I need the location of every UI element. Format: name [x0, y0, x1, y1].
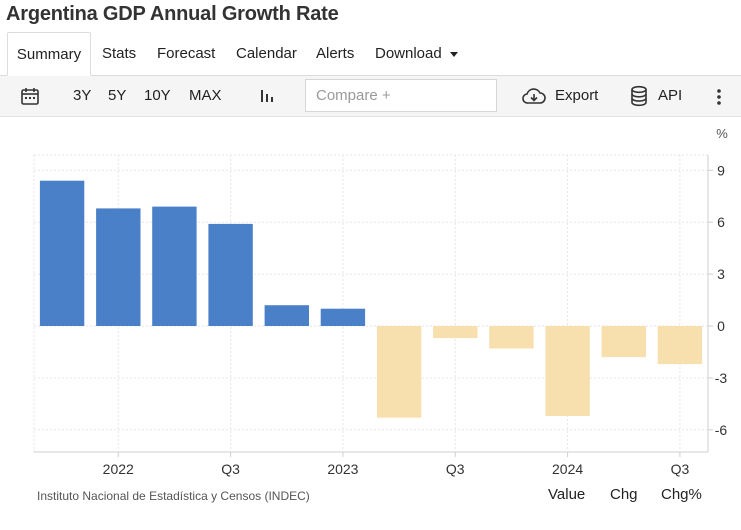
bar-2024-q1[interactable]: [545, 326, 590, 416]
y-tick-label: 3: [717, 266, 725, 282]
tab-download[interactable]: Download: [375, 32, 458, 75]
caret-down-icon: [449, 51, 458, 57]
source-label: Instituto Nacional de Estadística y Cens…: [37, 489, 310, 503]
x-tick-label: 2024: [552, 461, 583, 477]
y-tick-label: 0: [717, 318, 725, 334]
x-tick-label: Q3: [446, 461, 465, 477]
more-vertical-icon[interactable]: [716, 88, 722, 106]
range-10y-button[interactable]: 10Y: [144, 87, 171, 104]
range-3y-button[interactable]: 3Y: [73, 87, 92, 104]
y-tick-label: -6: [715, 422, 728, 438]
chart-toolbar: 3Y 5Y 10Y MAX Export API: [0, 76, 741, 117]
range-max-button[interactable]: MAX: [189, 87, 222, 104]
bar-2022-q2[interactable]: [152, 206, 197, 326]
x-tick-label: 2022: [103, 461, 134, 477]
tab-alerts[interactable]: Alerts: [316, 45, 355, 62]
bar-2022-q1[interactable]: [96, 208, 141, 326]
bar-2022-q4[interactable]: [264, 305, 309, 326]
y-tick-label: -3: [715, 370, 728, 386]
compare-input[interactable]: [305, 79, 497, 112]
tab-stats[interactable]: Stats: [102, 45, 137, 62]
x-tick-label: Q3: [671, 461, 690, 477]
range-5y-button[interactable]: 5Y: [108, 87, 127, 104]
x-tick-label: Q3: [221, 461, 240, 477]
chg-percent-button[interactable]: Chg%: [661, 486, 702, 503]
export-button[interactable]: Export: [555, 87, 599, 104]
database-icon[interactable]: [629, 85, 649, 107]
bar-2024-q3[interactable]: [657, 326, 703, 365]
bar-2021-q4[interactable]: [39, 180, 85, 326]
tab-bar: Summary Stats Forecast Calendar Alerts D…: [0, 32, 741, 76]
bar-2023-q4[interactable]: [489, 326, 534, 349]
tab-forecast[interactable]: Forecast: [157, 45, 216, 62]
bar-2024-q2[interactable]: [601, 326, 646, 358]
calendar-icon[interactable]: [20, 86, 40, 106]
api-button[interactable]: API: [658, 87, 683, 104]
value-button[interactable]: Value: [548, 486, 586, 503]
page-title: Argentina GDP Annual Growth Rate: [6, 3, 339, 25]
chart-area: 9 6 3 0 -3 -6% 2022 Q3 2023 Q3 2024 Q3: [33, 126, 728, 477]
tab-summary[interactable]: Summary: [7, 32, 91, 76]
chg-button[interactable]: Chg: [610, 486, 638, 503]
bar-chart-icon[interactable]: [259, 88, 275, 104]
y-tick-label: 9: [717, 162, 725, 178]
bar-2023-q1[interactable]: [320, 308, 366, 326]
tab-calendar[interactable]: Calendar: [236, 45, 297, 62]
unit-label: %: [716, 126, 728, 141]
x-tick-label: 2023: [327, 461, 358, 477]
bar-2022-q3[interactable]: [208, 223, 253, 326]
bar-2023-q3[interactable]: [433, 326, 478, 339]
cloud-download-icon[interactable]: [521, 85, 547, 107]
tab-download-label: Download: [375, 45, 442, 62]
y-tick-label: 6: [717, 214, 725, 230]
bar-2023-q2[interactable]: [376, 326, 422, 418]
